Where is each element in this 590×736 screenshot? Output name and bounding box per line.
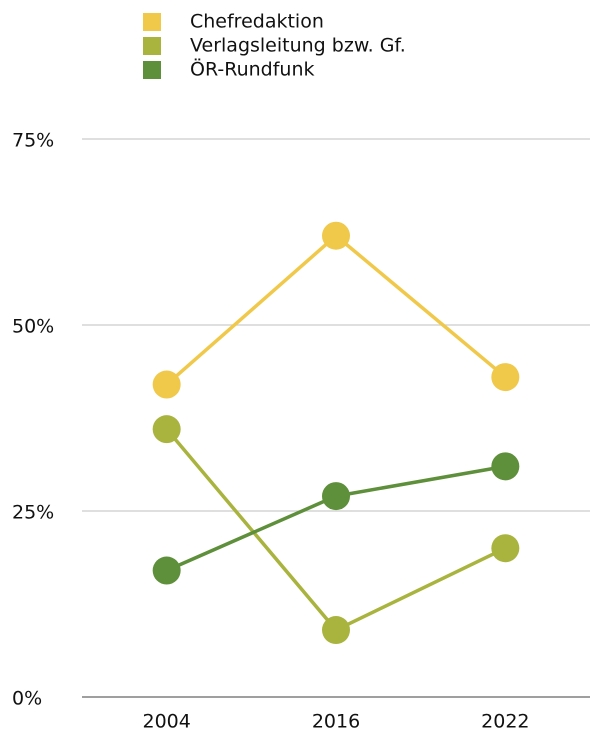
data-point xyxy=(322,221,350,250)
series-line xyxy=(165,428,507,633)
x-tick-label: 2004 xyxy=(142,711,190,733)
legend-label: Verlagsleitung bzw. Gf. xyxy=(190,35,406,57)
x-tick-label: 2016 xyxy=(312,711,360,733)
data-point xyxy=(152,556,181,585)
y-tick-label: 75% xyxy=(12,130,54,152)
data-point xyxy=(322,482,350,511)
legend-swatch xyxy=(143,61,161,79)
data-point xyxy=(491,363,520,392)
y-tick-label: 0% xyxy=(12,688,42,710)
data-point xyxy=(152,415,181,444)
data-point xyxy=(322,616,350,645)
legend-swatch xyxy=(143,37,161,55)
x-tick-label: 2022 xyxy=(481,711,529,733)
data-point xyxy=(491,534,520,563)
legend-label: Chefredaktion xyxy=(190,11,324,33)
data-point xyxy=(152,370,181,399)
y-tick-label: 25% xyxy=(12,502,54,524)
data-point xyxy=(491,452,520,481)
series-line xyxy=(165,233,507,386)
series-line xyxy=(165,464,506,573)
legend-label: ÖR-Rundfunk xyxy=(190,58,315,81)
y-tick-label: 50% xyxy=(12,316,54,338)
legend-swatch xyxy=(143,13,161,31)
